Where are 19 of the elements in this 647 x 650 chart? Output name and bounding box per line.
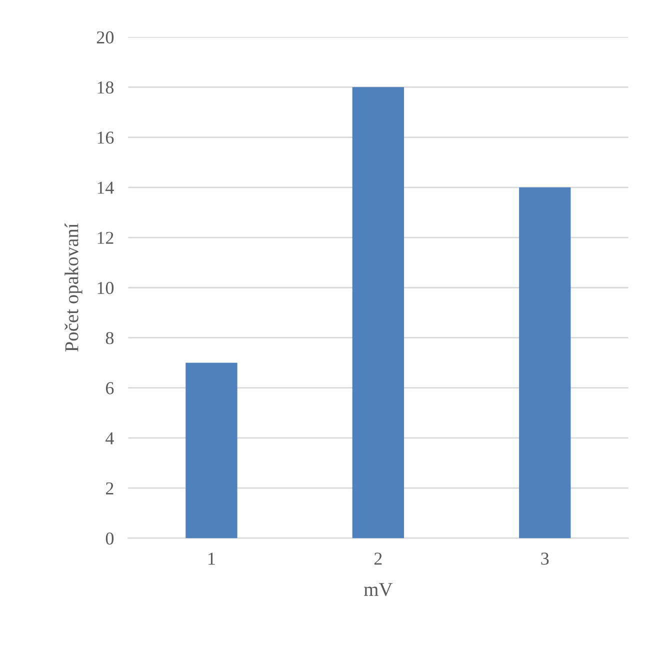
y-tick-label: 12	[98, 232, 114, 244]
y-tick-label: 10	[98, 282, 114, 294]
y-tick-label: 4	[106, 432, 114, 444]
y-tick-label: 6	[106, 382, 114, 394]
bar	[186, 362, 238, 538]
bar	[519, 187, 571, 538]
y-tick-label: 18	[98, 81, 114, 94]
y-tick-label: 14	[98, 182, 114, 194]
y-tick-label: 0	[106, 532, 114, 545]
y-tick-label: 8	[106, 332, 114, 344]
x-tick-label: 2	[374, 552, 382, 565]
y-tick-label: 16	[98, 132, 114, 144]
x-tick-label: 3	[541, 552, 549, 565]
x-axis-title: mV	[364, 583, 393, 596]
x-tick-label: 1	[208, 552, 215, 565]
y-tick-label: 20	[96, 31, 114, 44]
y-tick-label: 2	[106, 482, 114, 494]
y-axis-title: Počet opakovaní	[64, 223, 82, 352]
bar	[352, 87, 404, 538]
